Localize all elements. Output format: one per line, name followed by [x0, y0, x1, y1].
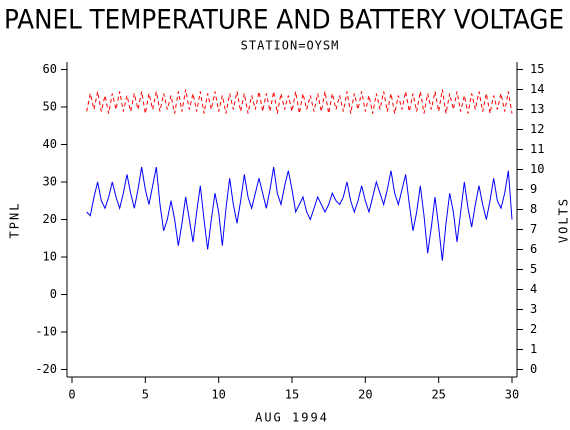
- y2-tick-label: 2: [530, 322, 537, 336]
- y2-tick-label: 10: [530, 162, 544, 176]
- y-tick-label: -10: [35, 325, 57, 339]
- y-tick-label: -20: [35, 362, 57, 376]
- y-axis-label: TPNL: [8, 202, 22, 239]
- chart-title: PANEL TEMPERATURE AND BATTERY VOLTAGE: [4, 5, 564, 36]
- y2-tick-label: 14: [530, 82, 544, 96]
- y-tick-label: 30: [43, 175, 57, 189]
- y2-tick-label: 9: [530, 182, 537, 196]
- x-tick-label: 10: [211, 388, 225, 402]
- y2-tick-label: 4: [530, 282, 537, 296]
- y-tick-label: 40: [43, 137, 57, 151]
- y2-tick-label: 15: [530, 62, 544, 76]
- x-tick-label: 25: [431, 388, 445, 402]
- data-line: [86, 166, 513, 261]
- y2-tick-label: 3: [530, 302, 537, 316]
- x-tick-label: 15: [285, 388, 299, 402]
- y-tick-label: 0: [50, 287, 57, 301]
- y2-tick-label: 6: [530, 242, 537, 256]
- y2-tick-label: 8: [530, 202, 537, 216]
- x-tick-label: 30: [505, 388, 519, 402]
- x-tick-label: 20: [358, 388, 372, 402]
- x-tick-label: 0: [68, 388, 75, 402]
- y2-tick-label: 13: [530, 102, 544, 116]
- y2-tick-label: 12: [530, 122, 544, 136]
- y2-axis-label: VOLTS: [557, 197, 570, 243]
- data-line: [86, 89, 513, 114]
- y-tick-label: 60: [43, 62, 57, 76]
- y-tick-label: 20: [43, 212, 57, 226]
- x-axis-label: AUG 1994: [255, 411, 329, 425]
- chart-subtitle: STATION=OYSM: [241, 39, 340, 53]
- y-tick-label: 10: [43, 250, 57, 264]
- y2-tick-label: 0: [530, 362, 537, 376]
- y2-tick-label: 1: [530, 342, 537, 356]
- y2-tick-label: 11: [530, 142, 544, 156]
- y2-tick-label: 7: [530, 222, 537, 236]
- y-tick-label: 50: [43, 100, 57, 114]
- x-tick-label: 5: [142, 388, 149, 402]
- y2-tick-label: 5: [530, 262, 537, 276]
